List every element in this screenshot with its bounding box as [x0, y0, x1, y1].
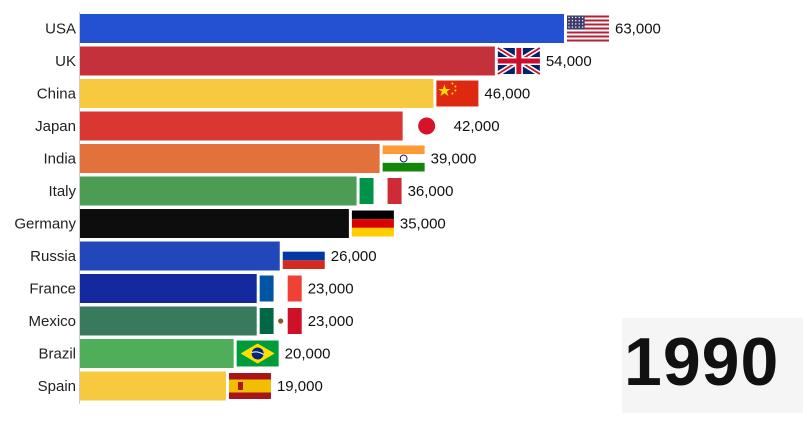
germany-flag-icon — [351, 210, 394, 237]
mexico-flag-icon — [259, 308, 302, 334]
bar-spain — [80, 371, 226, 401]
category-label-spain: Spain — [38, 378, 76, 395]
category-label-france: France — [29, 281, 76, 298]
bar-germany — [80, 209, 349, 238]
bar-russia — [80, 241, 280, 271]
year-box — [622, 318, 803, 413]
bar-france — [80, 274, 257, 303]
uk-flag-icon — [496, 45, 542, 77]
france-flag-icon — [259, 275, 302, 302]
category-label-uk: UK — [55, 53, 76, 70]
india-flag-icon — [382, 145, 425, 172]
spain-flag-icon — [228, 373, 271, 399]
category-label-japan: Japan — [35, 118, 76, 135]
russia-flag-icon — [282, 243, 325, 269]
category-label-brazil: Brazil — [38, 346, 76, 363]
value-label-russia: 26,000 — [331, 248, 377, 265]
bar-usa — [80, 14, 564, 43]
category-label-russia: Russia — [30, 248, 77, 265]
value-label-usa: 63,000 — [615, 21, 661, 38]
bar-mexico — [80, 306, 257, 336]
value-label-china: 46,000 — [484, 86, 530, 103]
category-label-mexico: Mexico — [28, 313, 76, 330]
category-label-italy: Italy — [48, 183, 76, 200]
category-label-usa: USA — [45, 21, 76, 38]
value-label-spain: 19,000 — [277, 378, 323, 395]
value-label-india: 39,000 — [431, 151, 477, 168]
category-label-india: India — [43, 151, 76, 168]
china-flag-icon — [436, 80, 479, 107]
usa-flag-icon — [567, 15, 609, 42]
bar-brazil — [80, 339, 234, 368]
bar-uk — [80, 46, 495, 76]
value-label-mexico: 23,000 — [308, 313, 354, 330]
category-label-china: China — [37, 86, 77, 103]
bar-japan — [80, 111, 403, 141]
italy-flag-icon — [359, 178, 402, 204]
value-label-italy: 36,000 — [408, 183, 454, 200]
bar-china — [80, 79, 434, 108]
brazil-flag-icon — [236, 340, 279, 367]
year-label: 1990 — [624, 324, 780, 400]
bar-italy — [80, 176, 357, 206]
value-label-france: 23,000 — [308, 281, 354, 298]
value-label-brazil: 20,000 — [285, 346, 331, 363]
value-label-germany: 35,000 — [400, 216, 446, 233]
value-label-uk: 54,000 — [546, 53, 592, 70]
japan-flag-icon — [405, 113, 448, 139]
value-label-japan: 42,000 — [454, 118, 500, 135]
category-label-germany: Germany — [14, 216, 76, 233]
bar-india — [80, 144, 380, 173]
